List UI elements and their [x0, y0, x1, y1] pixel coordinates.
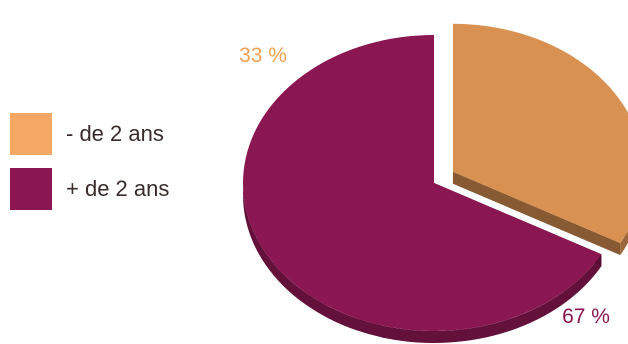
pie-slice-side-under-2-years	[452, 171, 628, 256]
legend-label-under-2-years: - de 2 ans	[66, 121, 164, 146]
legend-swatch-under-2-years	[10, 113, 52, 155]
legend-item-over-2-years: + de 2 ans	[10, 168, 169, 210]
data-label-under-2-years: 33 %	[239, 44, 287, 67]
data-label-over-2-years: 67 %	[562, 305, 610, 328]
legend-item-under-2-years: - de 2 ans	[10, 113, 164, 155]
legend-swatch-over-2-years	[10, 168, 52, 210]
pie-slice-over-2-years	[243, 34, 602, 332]
legend-label-over-2-years: + de 2 ans	[66, 176, 170, 201]
pie-slice-under-2-years	[452, 23, 628, 244]
